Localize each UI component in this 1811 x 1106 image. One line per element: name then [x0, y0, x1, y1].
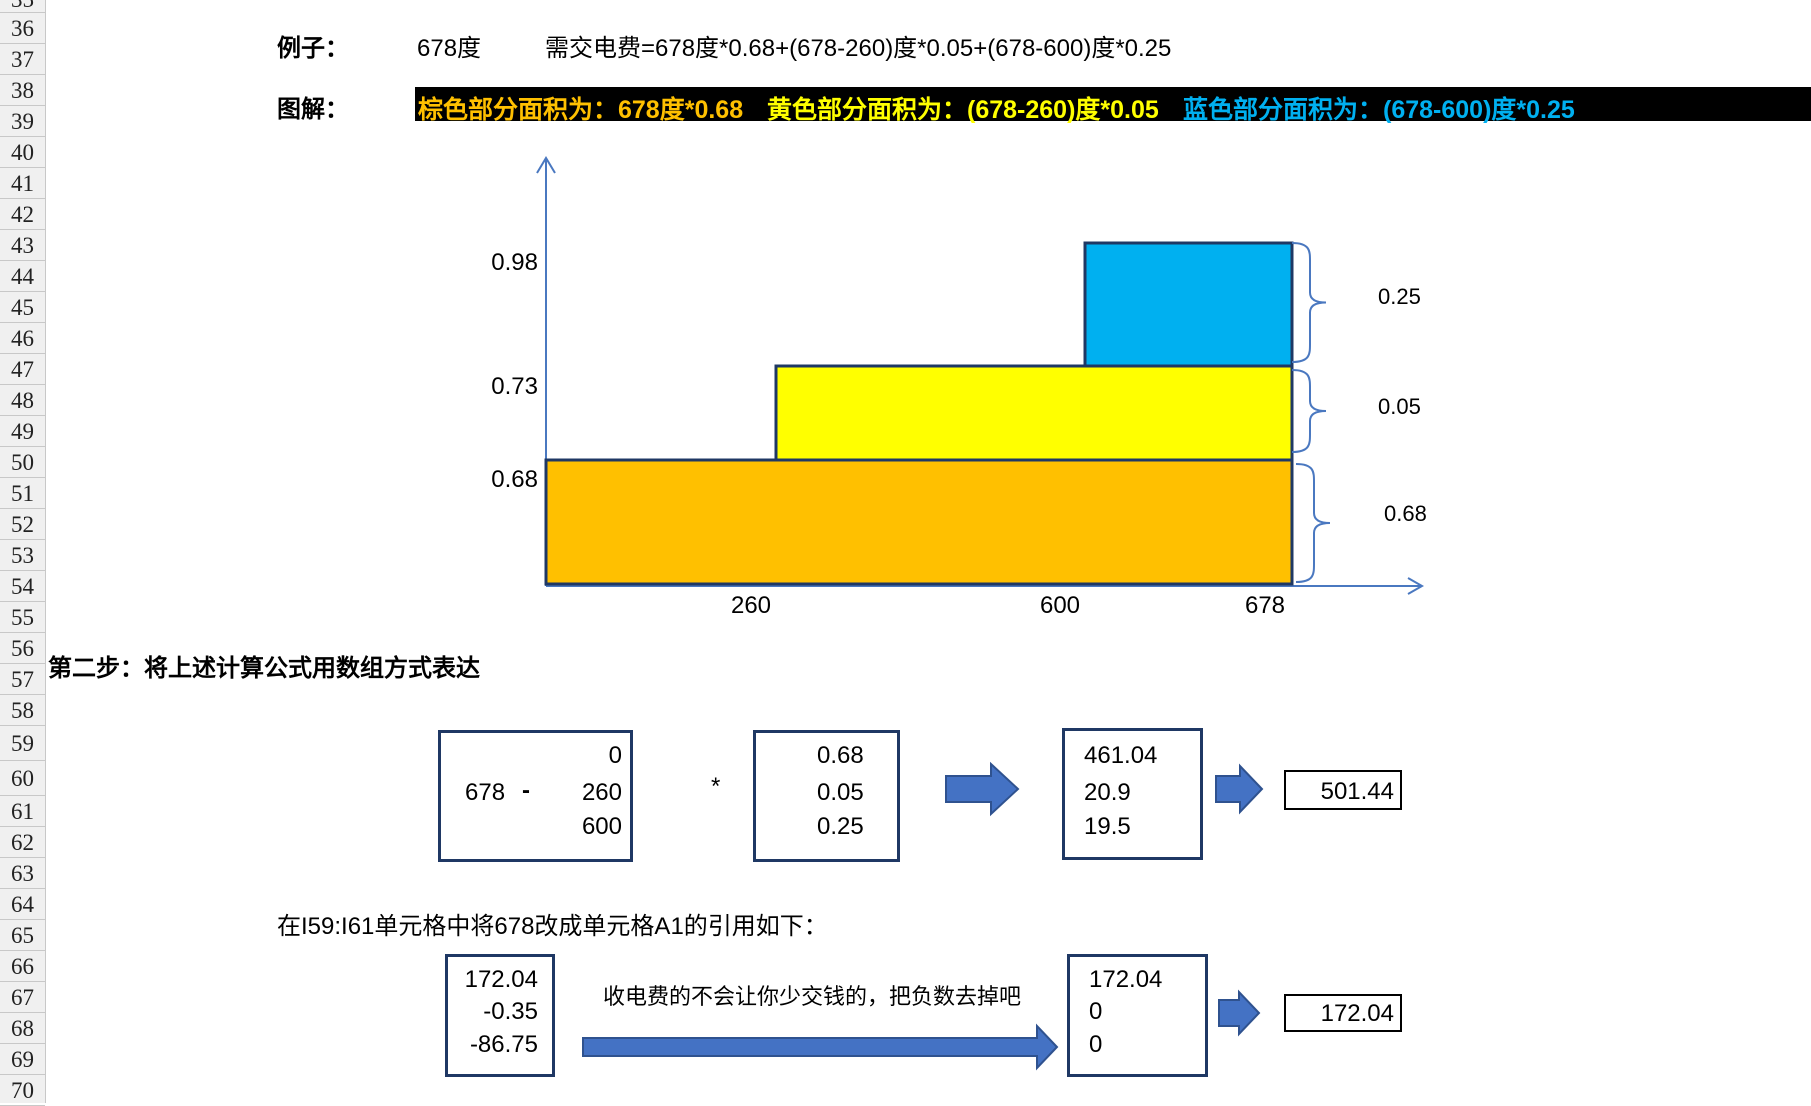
brace-yellow — [1291, 369, 1327, 453]
total-box-2 — [1284, 994, 1402, 1032]
row-number[interactable]: 70 — [0, 1075, 45, 1106]
row-number-gutter: 3536373839404142434445464748495051525354… — [0, 0, 46, 1106]
bar-blue — [1083, 241, 1294, 368]
y-tick-label: 0.98 — [491, 249, 538, 276]
example-value: 678度 — [417, 35, 482, 62]
cleaned-values-box — [1067, 954, 1208, 1077]
rates-box — [753, 730, 900, 862]
row-number[interactable]: 47 — [0, 354, 45, 385]
bar-yellow — [774, 364, 1294, 462]
right-arrow-icon — [945, 761, 1020, 817]
legend-banner: 棕色部分面积为：678度*0.68 黄色部分面积为：(678-260)度*0.0… — [415, 87, 1811, 124]
row-number[interactable]: 46 — [0, 323, 45, 354]
row-number[interactable]: 51 — [0, 478, 45, 509]
reference-note: 在I59:I61单元格中将678改成单元格A1的引用如下： — [277, 913, 828, 940]
minus-sign: - — [522, 777, 530, 804]
row-number[interactable]: 62 — [0, 827, 45, 858]
row-number[interactable]: 52 — [0, 509, 45, 540]
brace-label: 0.25 — [1378, 284, 1421, 309]
example-formula: 需交电费=678度*0.68+(678-260)度*0.05+(678-600)… — [545, 35, 1172, 62]
row-number[interactable]: 65 — [0, 920, 45, 951]
example-label: 例子： — [277, 35, 349, 62]
row-number[interactable]: 38 — [0, 75, 45, 106]
brace-label: 0.05 — [1378, 394, 1421, 419]
brace-label: 0.68 — [1384, 501, 1427, 526]
y-axis-arrow-icon — [536, 156, 556, 174]
row-number[interactable]: 37 — [0, 44, 45, 75]
row-number[interactable]: 56 — [0, 633, 45, 664]
y-tick-label: 0.73 — [491, 373, 538, 400]
row-number[interactable]: 54 — [0, 571, 45, 602]
threshold-600: 600 — [581, 813, 622, 840]
row-number[interactable]: 61 — [0, 796, 45, 827]
total-2: 172.04 — [1320, 1000, 1394, 1027]
row-number[interactable]: 59 — [0, 726, 45, 761]
tariff-area-chart: 0.68 0.73 0.98 260 600 678 0.25 0.05 0.68 — [491, 156, 1427, 619]
legend-yellow-text: 黄色部分面积为：(678-260)度*0.05 — [767, 96, 1159, 124]
cleaned-value-1: 0 — [1089, 998, 1103, 1025]
brace-brown — [1295, 463, 1331, 583]
raw-value-0: 172.04 — [464, 966, 538, 993]
bar-brown — [544, 458, 1294, 586]
brace-blue — [1291, 242, 1327, 363]
total-box-1 — [1284, 770, 1402, 810]
products-box — [1062, 728, 1203, 860]
total-1: 501.44 — [1320, 778, 1394, 805]
row-number[interactable]: 58 — [0, 695, 45, 726]
x-axis-arrow-icon — [1407, 577, 1425, 595]
x-tick-label: 600 — [1040, 592, 1080, 619]
times-sign: * — [711, 773, 721, 800]
right-arrow-icon — [1218, 989, 1261, 1037]
row-number[interactable]: 42 — [0, 199, 45, 230]
row-number[interactable]: 60 — [0, 761, 45, 796]
step2-title: 第二步：将上述计算公式用数组方式表达 — [48, 655, 480, 682]
row-number[interactable]: 39 — [0, 106, 45, 137]
arrow-caption: 收电费的不会让你少交钱的，把负数去掉吧 — [603, 985, 1022, 1010]
legend-blue-text: 蓝色部分面积为：(678-600)度*0.25 — [1183, 96, 1575, 124]
usage-minuend: 678 — [465, 779, 506, 806]
raw-value-1: -0.35 — [483, 998, 538, 1025]
rate-1: 0.05 — [817, 779, 864, 806]
row-number[interactable]: 66 — [0, 951, 45, 982]
row-number[interactable]: 69 — [0, 1044, 45, 1075]
raw-value-2: -86.75 — [469, 1031, 538, 1058]
right-arrow-icon — [1215, 763, 1264, 815]
y-tick-label: 0.68 — [491, 466, 538, 493]
legend-brown-text: 棕色部分面积为：678度*0.68 — [418, 96, 744, 124]
subtraction-box — [438, 730, 633, 862]
cleaned-value-2: 0 — [1089, 1031, 1103, 1058]
threshold-0: 0 — [608, 742, 622, 769]
x-tick-label: 260 — [731, 592, 771, 619]
row-number[interactable]: 45 — [0, 292, 45, 323]
row-number[interactable]: 63 — [0, 858, 45, 889]
cleaned-value-0: 172.04 — [1089, 966, 1163, 993]
row-number[interactable]: 49 — [0, 416, 45, 447]
product-2: 19.5 — [1084, 813, 1131, 840]
row-number[interactable]: 64 — [0, 889, 45, 920]
right-arrow-icon — [582, 1023, 1059, 1071]
raw-values-box — [445, 954, 555, 1077]
row-number[interactable]: 44 — [0, 261, 45, 292]
row-number[interactable]: 55 — [0, 602, 45, 633]
row-number[interactable]: 40 — [0, 137, 45, 168]
x-tick-label: 678 — [1245, 592, 1285, 619]
row-number[interactable]: 43 — [0, 230, 45, 261]
row-number[interactable]: 41 — [0, 168, 45, 199]
row-number[interactable]: 53 — [0, 540, 45, 571]
diagram-label: 图解： — [277, 96, 349, 123]
row-number[interactable]: 48 — [0, 385, 45, 416]
row-number[interactable]: 67 — [0, 982, 45, 1013]
product-0: 461.04 — [1084, 742, 1158, 769]
product-1: 20.9 — [1084, 779, 1131, 806]
rate-2: 0.25 — [817, 813, 864, 840]
row-number[interactable]: 36 — [0, 13, 45, 44]
row-number[interactable]: 57 — [0, 664, 45, 695]
rate-0: 0.68 — [817, 742, 864, 769]
row-number[interactable]: 50 — [0, 447, 45, 478]
row-number[interactable]: 68 — [0, 1013, 45, 1044]
row-number[interactable]: 35 — [0, 0, 45, 13]
threshold-260: 260 — [581, 779, 622, 806]
